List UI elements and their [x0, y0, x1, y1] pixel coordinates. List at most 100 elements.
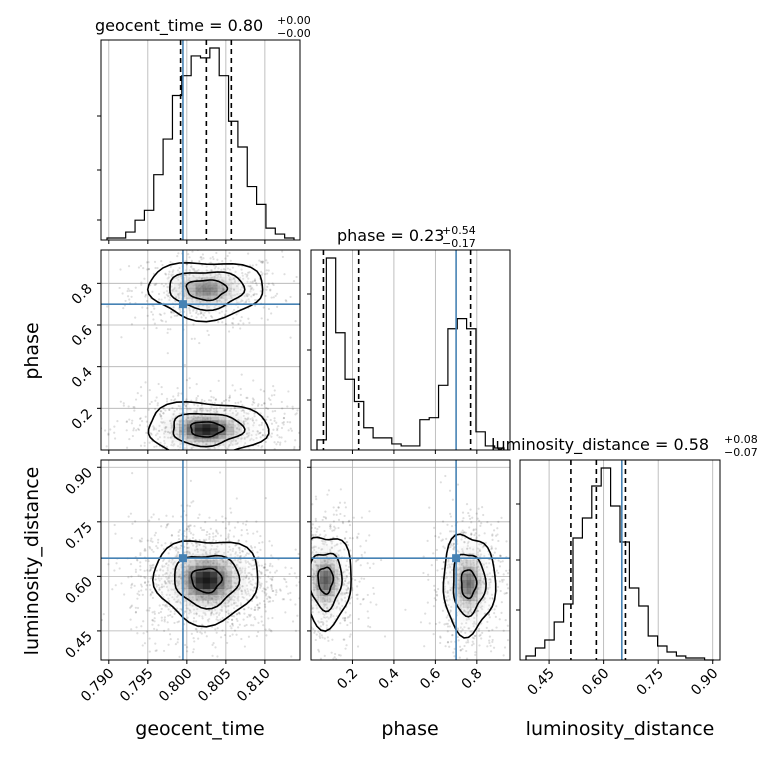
sample-point	[242, 421, 245, 424]
sample-point	[160, 298, 163, 301]
density-cell	[249, 438, 258, 443]
density-cell	[194, 405, 203, 411]
sample-point	[308, 528, 310, 530]
sample-point	[196, 270, 199, 273]
density-cell	[167, 284, 175, 289]
sample-point	[445, 596, 448, 599]
sample-point	[195, 545, 198, 548]
sample-point	[473, 534, 476, 537]
sample-point	[491, 533, 494, 536]
sample-point	[175, 408, 179, 411]
density-cell	[225, 434, 235, 439]
sample-point	[422, 571, 425, 575]
sample-point	[322, 622, 325, 625]
sample-point	[479, 577, 482, 580]
sample-point	[291, 577, 293, 579]
sample-point	[242, 322, 245, 325]
sample-point	[305, 538, 307, 540]
sample-point	[256, 551, 259, 554]
sample-point	[162, 284, 165, 288]
sample-point	[479, 662, 481, 664]
sample-point	[255, 635, 259, 638]
sample-point	[261, 541, 264, 544]
sample-point	[467, 611, 470, 614]
sample-point	[383, 635, 387, 638]
density-cell	[209, 560, 218, 567]
sample-point	[156, 402, 159, 405]
sample-point	[250, 573, 253, 576]
sample-point	[227, 550, 230, 554]
sample-point	[149, 594, 152, 597]
sample-point	[231, 585, 234, 588]
density-cell	[159, 277, 168, 282]
sample-point	[188, 530, 191, 533]
sample-point	[215, 299, 219, 302]
sample-point	[295, 612, 297, 614]
sample-point	[463, 609, 466, 613]
sample-point	[337, 506, 340, 509]
sample-point	[225, 293, 228, 297]
sample-point	[175, 554, 178, 557]
density-cell	[249, 423, 258, 428]
sample-point	[336, 599, 339, 602]
sample-point	[255, 263, 258, 266]
sample-point	[166, 277, 169, 280]
sample-point	[318, 621, 321, 624]
sample-point	[342, 577, 345, 580]
sample-point	[478, 548, 481, 551]
sample-point	[199, 300, 202, 303]
sample-point	[242, 420, 245, 423]
sample-point	[462, 517, 465, 520]
sample-point	[188, 273, 191, 276]
sample-point	[344, 537, 347, 540]
sample-point	[211, 603, 214, 606]
sample-point	[214, 550, 217, 553]
density-cell	[163, 427, 172, 432]
sample-point	[215, 410, 218, 413]
sample-point	[288, 421, 292, 424]
sample-point	[172, 574, 175, 577]
sample-point	[262, 428, 265, 431]
sample-point	[363, 551, 366, 554]
sample-point	[227, 612, 230, 615]
sample-point	[213, 410, 216, 413]
sample-point	[198, 259, 201, 263]
sample-point	[207, 447, 210, 450]
sample-point	[330, 613, 333, 616]
sample-point	[166, 352, 169, 355]
sample-point	[192, 544, 195, 547]
density-cell	[209, 611, 218, 618]
density-cell	[159, 582, 168, 590]
sample-point	[226, 559, 229, 562]
sample-point	[191, 267, 194, 270]
sample-point	[458, 656, 461, 659]
sample-point	[245, 576, 248, 579]
sample-point	[214, 535, 217, 538]
density-cell	[209, 577, 218, 584]
sample-point	[337, 602, 340, 606]
sample-point	[172, 269, 175, 272]
sample-point	[341, 591, 344, 594]
sample-point	[231, 266, 235, 269]
sample-point	[335, 543, 338, 546]
sample-point	[234, 552, 237, 555]
sample-point	[500, 611, 503, 614]
sample-point	[437, 587, 440, 591]
sample-point	[153, 612, 156, 615]
sample-point	[246, 396, 249, 399]
sample-point	[465, 559, 468, 562]
sample-point	[157, 583, 160, 587]
sample-point	[344, 647, 347, 650]
sample-point	[332, 560, 335, 563]
sample-point	[180, 544, 183, 547]
sample-point	[265, 418, 268, 421]
sample-point	[174, 591, 177, 594]
sample-point	[163, 604, 167, 607]
sample-point	[226, 563, 229, 566]
sample-point	[141, 306, 144, 309]
sample-point	[183, 280, 186, 284]
density-cell	[218, 448, 227, 450]
sample-point	[240, 571, 244, 574]
sample-point	[308, 579, 310, 581]
sample-point	[253, 401, 256, 404]
